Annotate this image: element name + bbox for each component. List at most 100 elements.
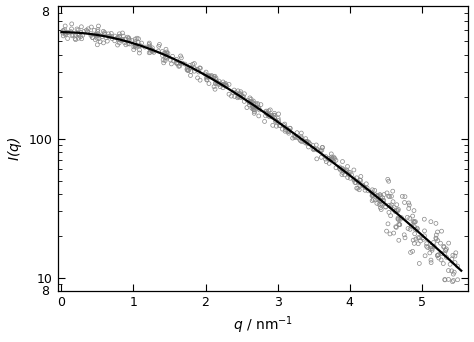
Point: [282, 127, 290, 133]
Point: [410, 219, 418, 224]
Point: [408, 224, 415, 229]
Point: [243, 105, 251, 110]
Point: [148, 47, 155, 52]
Point: [249, 99, 256, 105]
Point: [338, 166, 346, 171]
Point: [160, 60, 167, 66]
Point: [336, 164, 344, 170]
Point: [376, 205, 384, 210]
Point: [126, 41, 134, 47]
Point: [432, 232, 440, 238]
Point: [93, 42, 101, 48]
Point: [148, 45, 156, 51]
Point: [271, 115, 278, 120]
Point: [377, 207, 385, 212]
Point: [210, 74, 218, 79]
Point: [404, 226, 412, 231]
Point: [216, 84, 224, 90]
Point: [439, 261, 447, 266]
Point: [126, 37, 133, 43]
Point: [64, 36, 72, 41]
Point: [231, 94, 238, 99]
Point: [237, 92, 245, 97]
Point: [237, 95, 245, 100]
Point: [432, 221, 440, 226]
Point: [60, 28, 67, 34]
Point: [275, 120, 283, 126]
Point: [265, 113, 273, 118]
Point: [183, 65, 191, 70]
Point: [396, 222, 403, 227]
Point: [136, 43, 143, 49]
Point: [274, 116, 282, 121]
Point: [339, 159, 346, 164]
Point: [73, 26, 81, 32]
Point: [357, 174, 365, 179]
Point: [251, 109, 258, 115]
Point: [302, 139, 310, 144]
Point: [437, 240, 444, 246]
Point: [363, 185, 371, 191]
Point: [215, 82, 223, 87]
Point: [401, 200, 408, 205]
Point: [379, 198, 387, 203]
Point: [385, 210, 393, 215]
Point: [255, 105, 263, 111]
Point: [434, 253, 441, 258]
Point: [191, 68, 198, 74]
Point: [205, 73, 213, 78]
Point: [178, 55, 185, 61]
Point: [391, 205, 398, 210]
Point: [296, 136, 303, 142]
Point: [357, 177, 365, 183]
Point: [285, 128, 293, 133]
Point: [124, 35, 131, 40]
Point: [309, 143, 317, 148]
Point: [173, 61, 180, 66]
Point: [232, 90, 240, 95]
Point: [356, 183, 364, 189]
Point: [379, 195, 386, 200]
Point: [282, 129, 289, 134]
Point: [84, 29, 91, 34]
Point: [203, 74, 211, 79]
Point: [398, 215, 405, 220]
Point: [317, 148, 325, 154]
Point: [202, 69, 210, 75]
Point: [251, 105, 259, 110]
Point: [201, 71, 209, 77]
Point: [405, 206, 412, 211]
Point: [211, 74, 219, 79]
Point: [322, 154, 329, 159]
Point: [416, 235, 423, 240]
Point: [82, 27, 90, 33]
Point: [96, 32, 103, 38]
Point: [377, 202, 384, 208]
Point: [167, 57, 174, 63]
Point: [234, 88, 242, 94]
Point: [159, 57, 167, 63]
Point: [445, 240, 453, 246]
Point: [266, 107, 274, 113]
Point: [257, 102, 264, 107]
Point: [394, 207, 402, 212]
Y-axis label: $I$($q$): $I$($q$): [6, 136, 24, 161]
Point: [393, 208, 401, 213]
Point: [173, 60, 181, 66]
Point: [173, 56, 180, 62]
Point: [427, 246, 434, 251]
Point: [361, 187, 369, 193]
Point: [219, 82, 227, 88]
Point: [445, 277, 452, 282]
Point: [382, 204, 389, 210]
Point: [424, 245, 431, 250]
Point: [410, 224, 418, 229]
Point: [169, 54, 176, 59]
Point: [325, 156, 332, 161]
Point: [280, 122, 287, 128]
Point: [426, 250, 434, 256]
Point: [248, 105, 255, 111]
Point: [325, 156, 332, 161]
Text: 8: 8: [42, 285, 49, 298]
Point: [312, 142, 320, 148]
